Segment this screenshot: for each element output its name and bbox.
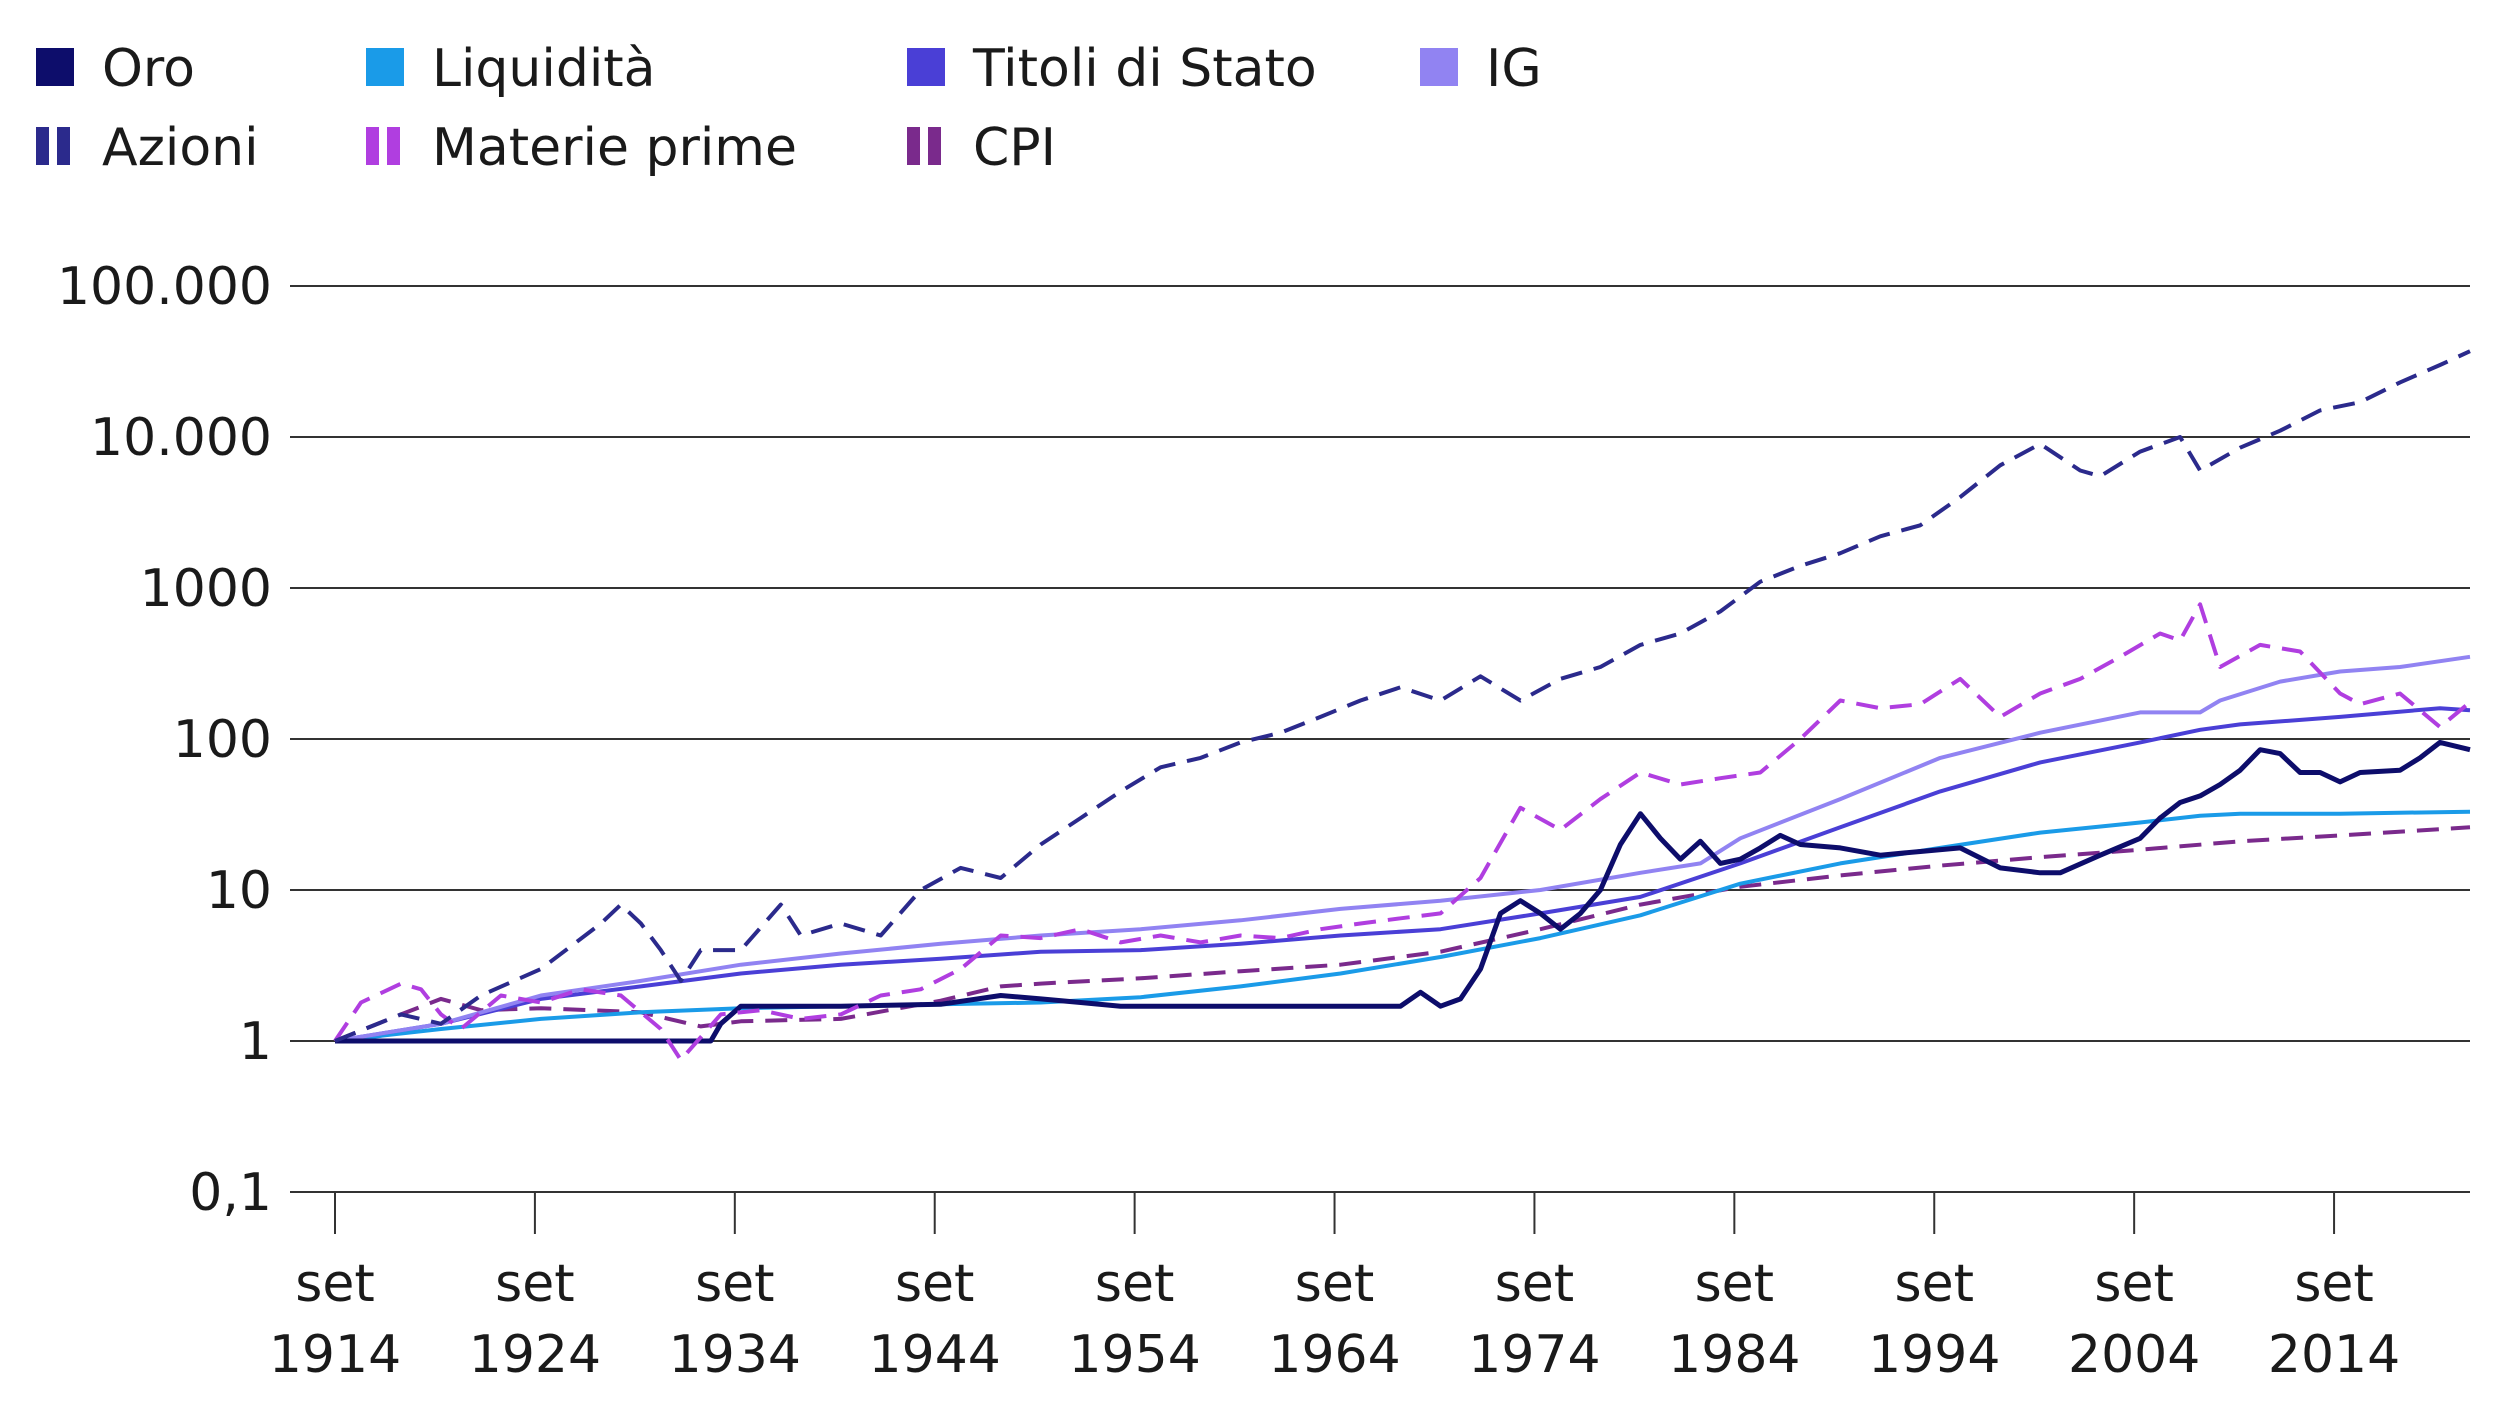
- x-tick-label: 1974: [1468, 1325, 1600, 1385]
- legend: Oro Liquidità Titoli di Stato IG Azioni Mater…: [36, 39, 1542, 178]
- x-tick-label: set: [695, 1254, 774, 1314]
- x-tick-label: 1994: [1868, 1325, 2000, 1385]
- series-line-materie-prime: [333, 602, 2472, 1062]
- x-tick-label: set: [895, 1254, 974, 1314]
- y-tick-label: 1000: [140, 559, 272, 619]
- x-tick-label: 2004: [2068, 1325, 2200, 1385]
- x-tick-label: set: [1695, 1254, 1774, 1314]
- x-tick-label: set: [295, 1254, 374, 1314]
- legend-swatch: [387, 127, 400, 165]
- x-tick-label: 1934: [669, 1325, 801, 1385]
- legend-item: CPI: [907, 118, 1056, 178]
- series-layer: [333, 349, 2472, 1062]
- legend-label: Materie prime: [432, 118, 797, 178]
- legend-item: Oro: [36, 39, 195, 99]
- x-tick-label: set: [2294, 1254, 2373, 1314]
- x-tick-label: 2014: [2268, 1325, 2400, 1385]
- legend-swatch: [907, 127, 920, 165]
- x-tick-label: 1944: [869, 1325, 1001, 1385]
- x-tick-label: 1914: [269, 1325, 401, 1385]
- y-tick-label: 100: [173, 710, 272, 770]
- series-line-ig: [334, 654, 2471, 1043]
- gridlines: [290, 285, 2470, 1042]
- legend-label: Liquidità: [432, 39, 656, 99]
- legend-swatch: [366, 48, 404, 86]
- legend-item: Titoli di Stato: [907, 39, 1317, 99]
- legend-label: IG: [1486, 39, 1542, 99]
- legend-label: CPI: [973, 118, 1056, 178]
- legend-swatch: [57, 127, 70, 165]
- y-tick-label: 0,1: [189, 1163, 272, 1223]
- series-line-azioni: [334, 349, 2471, 1043]
- series-line-cpi: [334, 825, 2471, 1043]
- y-tick-label: 10: [206, 861, 272, 921]
- legend-label: Azioni: [102, 118, 259, 178]
- series-line-oro: [335, 739, 2471, 1044]
- x-tick-label: set: [1095, 1254, 1174, 1314]
- legend-item: IG: [1420, 39, 1542, 99]
- legend-label: Oro: [102, 39, 195, 99]
- legend-swatch: [366, 127, 379, 165]
- x-tick-label: 1964: [1268, 1325, 1400, 1385]
- x-tick-label: set: [1895, 1254, 1974, 1314]
- x-tick-label: set: [1495, 1254, 1574, 1314]
- legend-swatch: [928, 127, 941, 165]
- y-tick-label: 100.000: [57, 257, 272, 317]
- legend-item: Azioni: [36, 118, 259, 178]
- legend-swatch: [1420, 48, 1458, 86]
- series-line-titoli-di-stato: [334, 706, 2471, 1043]
- x-tick-label: set: [1295, 1254, 1374, 1314]
- x-tick-label: set: [495, 1254, 574, 1314]
- legend-swatch: [36, 127, 49, 165]
- x-tick-label: 1924: [469, 1325, 601, 1385]
- y-tick-label: 1: [239, 1012, 272, 1072]
- legend-item: Liquidità: [366, 39, 656, 99]
- legend-item: Materie prime: [366, 118, 797, 178]
- x-tick-label: set: [2094, 1254, 2173, 1314]
- y-axis: 100.000 10.000 1000 100 10 1 0,1: [57, 257, 272, 1223]
- y-tick-label: 10.000: [90, 408, 272, 468]
- x-axis: set 1914 set 1924 set 1934 set 1944 set 1954 set 19…: [269, 1191, 2470, 1385]
- legend-swatch: [36, 48, 74, 86]
- x-tick-label: 1954: [1068, 1325, 1200, 1385]
- legend-label: Titoli di Stato: [972, 39, 1317, 99]
- legend-swatch: [907, 48, 945, 86]
- x-tick-label: 1984: [1668, 1325, 1800, 1385]
